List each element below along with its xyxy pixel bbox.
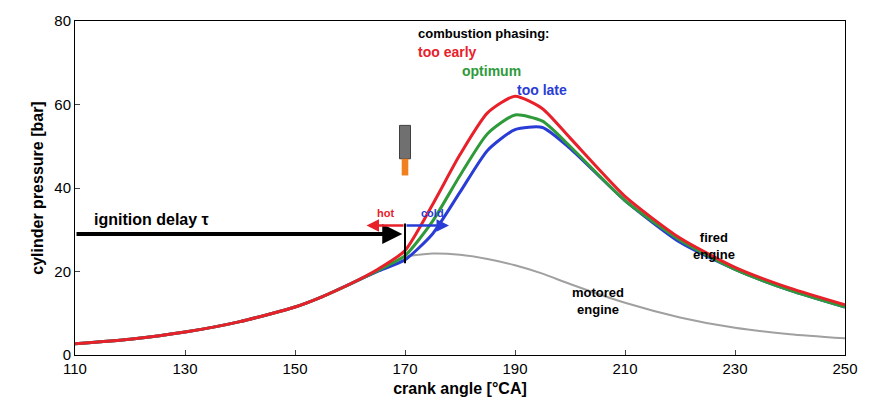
svg-text:130: 130 bbox=[172, 360, 197, 377]
svg-text:too early: too early bbox=[418, 44, 477, 60]
svg-text:80: 80 bbox=[54, 12, 71, 29]
svg-text:firedengine: firedengine bbox=[693, 230, 735, 262]
svg-text:250: 250 bbox=[832, 360, 857, 377]
svg-text:ignition delay τ: ignition delay τ bbox=[94, 211, 209, 228]
svg-text:cold: cold bbox=[421, 207, 444, 219]
svg-text:190: 190 bbox=[502, 360, 527, 377]
svg-text:210: 210 bbox=[612, 360, 637, 377]
svg-text:motoredengine: motoredengine bbox=[572, 285, 624, 317]
svg-text:20: 20 bbox=[54, 263, 71, 280]
svg-text:cylinder pressure [bar]: cylinder pressure [bar] bbox=[29, 101, 46, 274]
svg-text:110: 110 bbox=[63, 360, 87, 377]
svg-text:crank angle [°CA]: crank angle [°CA] bbox=[393, 380, 527, 397]
svg-text:150: 150 bbox=[282, 360, 307, 377]
svg-text:hot: hot bbox=[377, 207, 394, 219]
svg-text:170: 170 bbox=[392, 360, 417, 377]
svg-text:too late: too late bbox=[517, 82, 567, 98]
svg-text:0: 0 bbox=[63, 346, 71, 363]
svg-text:60: 60 bbox=[54, 96, 71, 113]
svg-text:optimum: optimum bbox=[462, 63, 521, 79]
svg-text:40: 40 bbox=[54, 179, 71, 196]
svg-text:230: 230 bbox=[722, 360, 747, 377]
svg-text:combustion phasing:: combustion phasing: bbox=[418, 26, 549, 41]
